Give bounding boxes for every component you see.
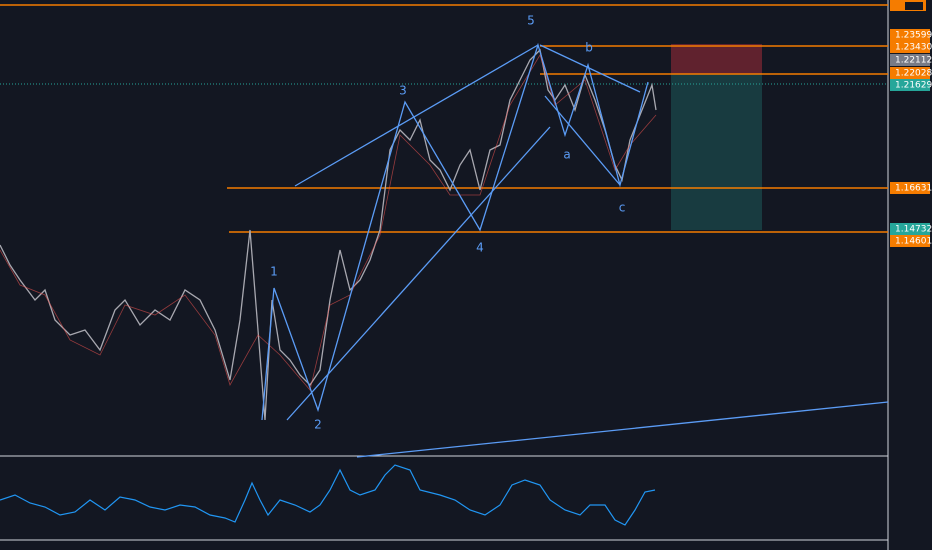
price-label: 1.22028: [895, 69, 932, 79]
price-label: 1.14601: [895, 237, 932, 247]
price-tag: [890, 29, 930, 41]
wave-label: 3: [399, 84, 407, 98]
wave-label: 5: [527, 14, 535, 28]
price-tag: [890, 41, 930, 53]
price-tag: [890, 54, 930, 66]
drawings: [261, 42, 889, 458]
oscillator-line: [0, 464, 656, 526]
price-tag: [890, 67, 930, 79]
price-path: [0, 48, 657, 421]
price-label: 1.23430: [895, 43, 932, 53]
price-label: 1.22112: [895, 56, 932, 66]
wave-label: c: [619, 201, 626, 215]
wave-label: b: [585, 41, 593, 55]
channel-line: [286, 126, 551, 421]
price-tag: [890, 223, 930, 235]
trend-line: [356, 401, 889, 458]
price-label: 1.16631: [895, 184, 932, 194]
price-path-shadow: [0, 54, 657, 391]
price-label: 1.21629: [895, 81, 932, 91]
price-tag: [890, 79, 930, 91]
wave-label: 1: [270, 265, 278, 279]
wedge-line: [544, 95, 621, 186]
price-tag: [890, 235, 930, 247]
price-tags: 1.23599 1.23430 1.22112 1.22028 1.21629 …: [890, 29, 932, 247]
wave-label: 2: [314, 418, 322, 432]
stop-zone: [671, 44, 762, 74]
wave-label: a: [563, 148, 570, 162]
target-zone: [671, 74, 762, 230]
price-tag-cover: [905, 2, 923, 10]
price-label: 1.14732: [895, 225, 932, 235]
price-tag: [890, 182, 930, 194]
wave-path: [261, 42, 649, 421]
wedge-line: [539, 44, 641, 93]
channel-line: [294, 44, 539, 187]
wave-label: 4: [476, 241, 484, 255]
price-label: 1.23599: [895, 31, 932, 41]
